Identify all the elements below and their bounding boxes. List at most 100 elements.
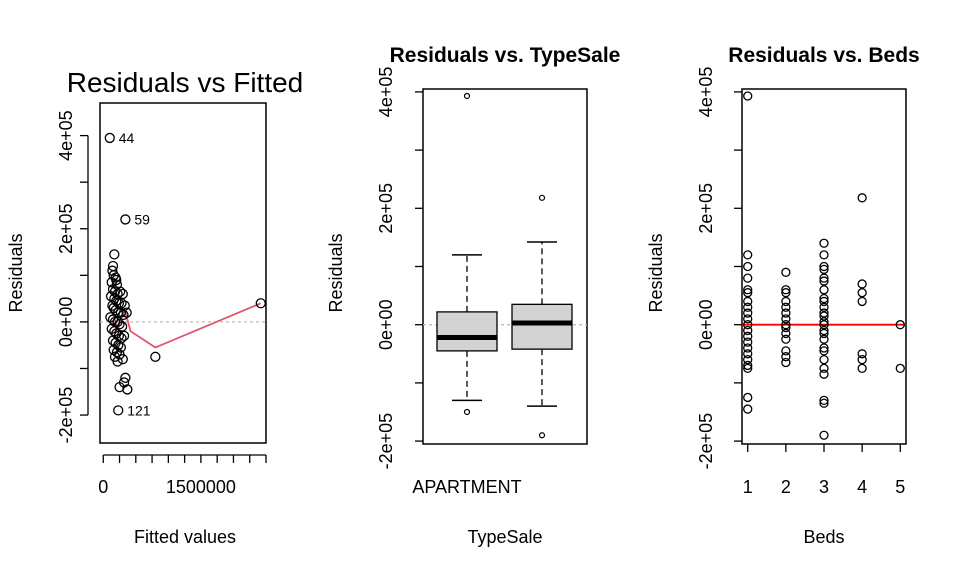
panel3-data-point xyxy=(781,308,791,318)
panel3-data-point xyxy=(781,314,791,324)
panel1-data-point xyxy=(114,319,125,330)
panel3-data-point xyxy=(781,267,791,277)
panel1-y-tick-label: 4e+05 xyxy=(56,110,76,161)
panel3-y-tick-label: 4e+05 xyxy=(696,67,716,118)
panel3-data-point xyxy=(857,279,867,289)
panel1-data-point xyxy=(118,330,130,342)
panel3-data-point xyxy=(743,296,753,307)
panel1-x-tick-label: 1500000 xyxy=(166,477,236,497)
panel1-data-point xyxy=(112,356,123,367)
panel3-data-point xyxy=(819,325,829,336)
panel2-y-axis: -2e+05 0e+00 2e+05 4e+05 xyxy=(376,67,423,470)
panel3-data-point xyxy=(743,349,753,359)
box-iqr xyxy=(436,311,498,352)
panel1-y-tick-label: 2e+05 xyxy=(56,203,76,254)
panel3-data-point xyxy=(781,328,791,339)
panel3-data-point xyxy=(819,369,829,379)
panel1-data-point xyxy=(115,307,126,318)
panel3-data-point xyxy=(819,328,829,339)
panel3-data-point xyxy=(743,337,753,347)
panel1-data-point xyxy=(114,381,125,393)
panel2-y-tick-label: 2e+05 xyxy=(376,183,396,234)
panel3-data-point xyxy=(743,343,753,353)
panel3-y-tick-label: 2e+05 xyxy=(696,183,716,234)
panel1-data-point xyxy=(122,384,133,395)
panel3-data-point xyxy=(743,331,753,341)
panel3-data-point xyxy=(819,430,829,440)
panel3-data-point xyxy=(819,334,829,344)
panel3-x-tick-label: 2 xyxy=(781,477,791,497)
panel3-data-point xyxy=(743,404,753,414)
box-outlier xyxy=(463,408,471,416)
box-iqr xyxy=(511,303,573,350)
panel3-data-point xyxy=(781,346,791,356)
panel1-points xyxy=(104,132,266,416)
panel3-data-point xyxy=(743,91,753,101)
panel3-x-tick-label: 1 xyxy=(743,477,753,497)
panel2-y-tick-label: 4e+05 xyxy=(376,67,396,118)
panel2-boxes xyxy=(436,92,573,439)
box-outlier xyxy=(463,92,471,100)
panel3-data-point xyxy=(857,296,867,307)
panel3-data-point xyxy=(819,285,829,295)
panel-residuals-vs-fitted: 0 1500000 -2e+05 0e+00 2e+05 4e+05 44 59 121 R… xyxy=(6,67,303,547)
panel3-data-point xyxy=(743,250,753,260)
panel3-data-point xyxy=(819,261,829,272)
panel3-data-point xyxy=(819,276,829,286)
box-outlier xyxy=(538,194,546,201)
panel3-x-tick-label: 4 xyxy=(857,477,867,497)
panel1-point-labels: 44 59 121 xyxy=(119,130,151,418)
panel3-data-point xyxy=(819,250,829,260)
panel3-data-point xyxy=(857,193,867,203)
panel3-data-point xyxy=(781,352,791,362)
panel2-x-tick-label: APARTMENT xyxy=(412,477,521,497)
panel1-data-point xyxy=(121,307,132,318)
panel2-x-axis: APARTMENT xyxy=(412,477,521,497)
panel3-data-point xyxy=(857,354,867,365)
panel2-title: Residuals vs. TypeSale xyxy=(390,44,621,67)
panel1-data-point xyxy=(117,354,128,365)
panel-residuals-vs-beds: 1 2 3 4 5 -2e+05 0e+00 2e+05 4e+05 Residuals vs… xyxy=(646,44,920,547)
panel1-data-point xyxy=(110,305,121,316)
panel1-title: Residuals vs Fitted xyxy=(67,67,304,98)
panel1-data-point xyxy=(150,351,161,362)
panel3-data-point xyxy=(781,334,791,344)
panel3-data-point xyxy=(743,325,753,336)
panel3-data-point xyxy=(743,320,753,330)
panel3-y-label: Residuals xyxy=(646,233,666,312)
panel3-data-point xyxy=(781,320,791,330)
panel3-y-axis: -2e+05 0e+00 2e+05 4e+05 xyxy=(696,67,742,469)
panel3-data-point xyxy=(743,308,753,318)
panel1-x-tick-label: 0 xyxy=(98,477,108,497)
panel3-data-point xyxy=(781,322,791,333)
panel2-x-label: TypeSale xyxy=(467,527,542,547)
panel3-data-point xyxy=(819,302,829,312)
panel3-data-point xyxy=(743,354,753,365)
panel3-data-point xyxy=(743,273,753,283)
panel2-y-tick-label: -2e+05 xyxy=(376,413,396,470)
panel1-data-point xyxy=(106,277,117,288)
panel3-data-point xyxy=(819,308,829,318)
panel3-data-point xyxy=(819,273,829,283)
panel1-data-point xyxy=(109,249,120,260)
panel1-y-axis: -2e+05 0e+00 2e+05 4e+05 xyxy=(56,110,89,443)
panel-residuals-vs-typesale: -2e+05 0e+00 2e+05 4e+05 APARTMENT Residual… xyxy=(326,44,620,547)
box-outlier xyxy=(538,432,546,439)
panel3-data-point xyxy=(743,288,753,298)
panel3-data-point xyxy=(857,288,867,298)
panel3-data-point xyxy=(819,293,829,304)
panel1-y-tick-label: 0e+00 xyxy=(56,297,76,348)
panel3-data-point xyxy=(857,363,867,373)
panel3-data-point xyxy=(895,320,905,330)
panel3-x-label: Beds xyxy=(803,527,844,547)
panel3-data-point xyxy=(781,357,791,368)
panel1-plot-box xyxy=(99,102,267,444)
panel3-data-point xyxy=(781,285,791,295)
panel3-y-tick-label: 0e+00 xyxy=(696,299,716,350)
panel3-data-point xyxy=(743,285,753,295)
panel3-data-point xyxy=(819,317,829,327)
panel3-data-point xyxy=(819,354,829,365)
panel3-title: Residuals vs. Beds xyxy=(728,44,919,67)
panel3-data-point xyxy=(819,320,829,330)
panel3-x-axis: 1 2 3 4 5 xyxy=(743,444,905,497)
